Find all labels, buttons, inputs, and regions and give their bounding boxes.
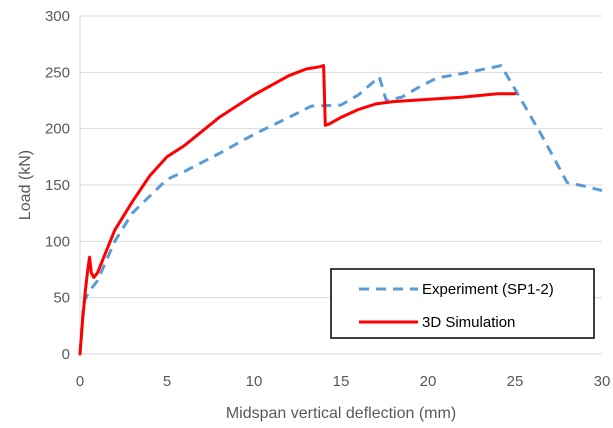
y-tick-label: 150 [45,177,70,194]
y-tick-label: 300 [45,8,70,25]
legend-box [330,268,595,339]
y-tick-label: 0 [62,346,70,363]
y-tick-label: 250 [45,64,70,81]
gridlines [80,15,602,299]
x-tick-label: 25 [507,373,524,390]
axes [79,16,602,355]
x-tick-label: 15 [333,373,350,390]
legend-label-simulation: 3D Simulation [422,314,515,331]
y-tick-label: 200 [45,121,70,138]
series-lines [78,64,603,356]
y-axis-label: Load (kN) [17,150,34,220]
x-tick-label: 20 [420,373,437,390]
tick-labels: 0 50 100 150 200 250 300 0 5 10 15 20 25 30 [45,8,610,390]
y-tick-label: 50 [53,290,70,307]
x-tick-label: 30 [594,373,611,390]
series-line-simulation [78,64,517,356]
x-tick-label: 10 [246,373,263,390]
x-tick-label: 5 [163,373,171,390]
x-tick-label: 0 [76,373,84,390]
series-line-experiment [78,64,603,355]
y-tick-label: 100 [45,233,70,250]
legend: Experiment (SP1-2) 3D Simulation [330,268,595,339]
legend-label-experiment: Experiment (SP1-2) [422,281,554,298]
x-axis-label: Midspan vertical deflection (mm) [226,405,456,422]
